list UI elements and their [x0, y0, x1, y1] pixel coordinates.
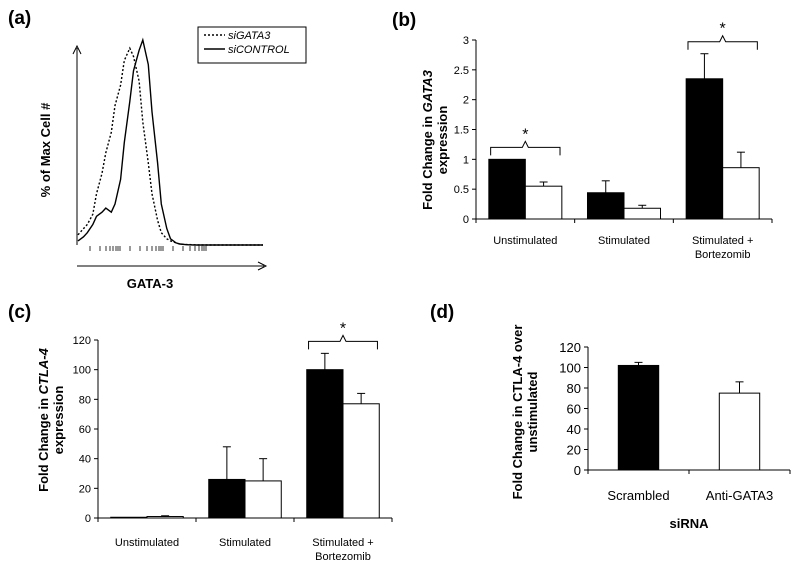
bar: [617, 364, 660, 471]
y-tick-label: 0: [574, 463, 581, 478]
category-label: Unstimulated: [493, 235, 557, 247]
y-tick-label: 60: [79, 424, 91, 436]
category-label: Stimulated +: [312, 537, 373, 549]
bar-chart-panel-b: 0 0.5 1 1.5 2 2.5 3 Unstimulated * Stimulated Stim…: [420, 21, 773, 261]
category-label: Anti-GATA3: [706, 488, 773, 503]
y-tick-label: 120: [559, 340, 581, 355]
bar: [718, 392, 761, 471]
significance-star: *: [340, 320, 346, 337]
y-axis-title-line1: Fold Change in: [36, 394, 51, 492]
y-tick-label: 1: [463, 154, 469, 166]
category-label: Scrambled: [607, 488, 669, 503]
y-tick-label: 100: [559, 361, 581, 376]
y-tick-label: 40: [79, 454, 91, 466]
significance-bracket: [687, 34, 758, 50]
category-label: Stimulated +: [692, 235, 753, 247]
y-axis-title: Fold Change in CTLA-4 overunstimulated: [510, 325, 540, 500]
x-axis-title: GATA-3: [127, 276, 173, 291]
y-axis-title-line: unstimulated: [525, 371, 540, 452]
y-tick-label: 20: [567, 443, 581, 458]
bar: [244, 480, 282, 519]
y-tick-label: 0: [463, 214, 469, 226]
legend-entry: siGATA3: [228, 30, 271, 42]
y-axis-title: % of Max Cell #: [38, 102, 53, 197]
legend-entry: siCONTROL: [228, 44, 290, 56]
category-label: Unstimulated: [115, 537, 179, 549]
bar: [586, 192, 625, 220]
bar-chart-panel-c: 0 20 40 60 80 100 120 Unstimulated Stimulated Sti…: [36, 320, 393, 563]
significance-star: *: [720, 21, 726, 38]
y-tick-label: 0: [85, 513, 91, 525]
y-axis-title-line1: Fold Change in: [420, 112, 435, 210]
y-axis-title: Fold Change in GATA3expression: [420, 69, 450, 209]
category-label: Bortezomib: [315, 551, 371, 563]
y-tick-label: 80: [567, 381, 581, 396]
bar: [306, 369, 344, 519]
panel-c-label: (c): [8, 302, 31, 323]
bar: [488, 158, 526, 220]
category-label: Stimulated: [598, 235, 650, 247]
y-axis-title: Fold Change in CTLA-4expression: [36, 347, 66, 491]
legend-box: [197, 26, 307, 64]
significance-star: *: [522, 126, 528, 143]
bar-chart-panel-d: 0 20 40 60 80 100 120 Scrambled Anti-GATA3 siRNA F…: [510, 325, 791, 531]
y-axis-title-line: Fold Change in CTLA-4 over: [510, 325, 525, 500]
histogram-panel-a: GATA-3 % of Max Cell # siGATA3 siCONTROL: [38, 26, 307, 291]
significance-bracket: [490, 140, 561, 156]
y-axis-title-line2: expression: [435, 106, 450, 175]
significance-bracket: [308, 334, 378, 350]
category-label: Bortezomib: [695, 249, 751, 261]
y-axis-title-line2: expression: [51, 386, 66, 455]
panel-b-label: (b): [392, 10, 416, 31]
x-axis-arrow: [257, 261, 268, 271]
y-tick-label: 100: [73, 365, 91, 377]
bar: [722, 167, 760, 220]
bar: [110, 516, 148, 519]
bar: [342, 403, 380, 519]
y-tick-label: 2: [463, 95, 469, 107]
y-tick-label: 60: [567, 402, 581, 417]
bar: [623, 207, 662, 220]
y-tick-label: 20: [79, 483, 91, 495]
y-tick-label: 120: [73, 335, 91, 347]
y-tick-label: 2.5: [454, 65, 469, 77]
category-label: Stimulated: [219, 537, 271, 549]
y-tick-label: 0.5: [454, 184, 469, 196]
panel-a-label: (a): [8, 8, 31, 29]
panel-d-label: (d): [430, 302, 454, 323]
bar: [524, 185, 563, 220]
series-line-siGATA3: [77, 46, 263, 246]
x-axis-title: siRNA: [669, 516, 709, 531]
bar: [146, 516, 184, 519]
y-tick-label: 80: [79, 394, 91, 406]
series-line-siCONTROL: [77, 37, 263, 246]
bar: [685, 78, 724, 220]
y-tick-label: 40: [567, 422, 581, 437]
y-axis-title-gene: GATA3: [420, 69, 435, 112]
y-tick-label: 3: [463, 35, 469, 47]
bar: [208, 478, 246, 519]
y-axis-title-gene: CTLA-4: [36, 347, 51, 394]
y-tick-label: 1.5: [454, 125, 469, 137]
y-axis-arrow: [72, 44, 82, 55]
